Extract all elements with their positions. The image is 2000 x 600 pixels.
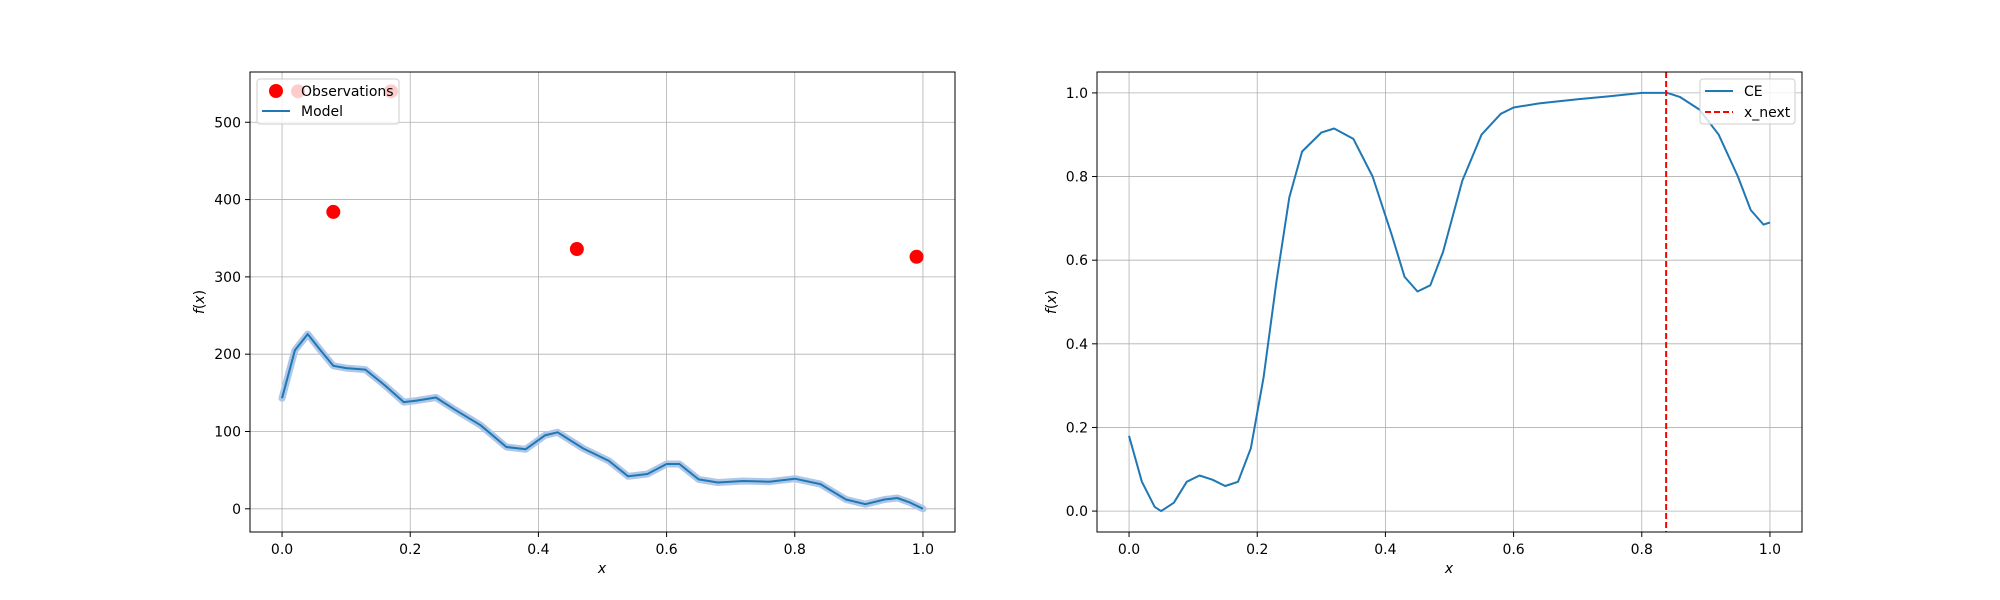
- y-tick-label: 0.6: [1066, 253, 1088, 269]
- observations-point: [569, 242, 584, 257]
- y-tick-label: 0.8: [1066, 170, 1088, 186]
- legend-label-x-next: x_next: [1744, 105, 1791, 121]
- plot-area: [250, 72, 955, 532]
- x-tick-label: 0.2: [399, 542, 421, 558]
- y-axis-label: f(x): [1044, 290, 1060, 314]
- y-axis-label: f(x): [192, 290, 208, 314]
- y-tick-label: 300: [214, 270, 241, 286]
- x-tick-label: 1.0: [912, 542, 934, 558]
- x-tick-label: 0.8: [784, 542, 806, 558]
- x-tick-label: 0.6: [655, 542, 677, 558]
- legend-label-observations: Observations: [301, 84, 394, 100]
- x-tick-label: 0.4: [1374, 542, 1396, 558]
- x-tick-label: 1.0: [1759, 542, 1781, 558]
- legend-box: [256, 78, 400, 125]
- legend-label-model: Model: [301, 104, 343, 120]
- y-tick-label: 100: [214, 424, 241, 440]
- legend-marker-observations: [269, 84, 283, 98]
- x-axis-label: x: [597, 561, 607, 577]
- ce-panel: 0.0 0.2 0.4 0.6 0.8 1.0 0.0 0.2 0.4 0.6 0.8 1.0 x f…: [1044, 71, 1803, 577]
- y-tick-label: 500: [214, 115, 241, 131]
- ce-line: [1128, 91, 1771, 513]
- observations-point: [326, 204, 341, 219]
- axes-frame: [249, 71, 956, 533]
- y-tick-label: 200: [214, 347, 241, 363]
- x-tick-label: 0.2: [1246, 542, 1268, 558]
- axes-frame: [1096, 71, 1803, 533]
- x-tick-label: 0.4: [527, 542, 549, 558]
- plot-marks: [1128, 72, 1771, 532]
- legend: CE x_next: [1699, 78, 1796, 125]
- model-line: [281, 333, 924, 510]
- x-tick-label: 0.0: [271, 542, 293, 558]
- axis-ticks: 0.0 0.2 0.4 0.6 0.8 1.0 0.0 0.2 0.4 0.6 0.8 1.0: [1066, 86, 1781, 558]
- plot-area: [1097, 72, 1802, 532]
- x-tick-label: 0.0: [1118, 542, 1140, 558]
- legend: Observations Model: [256, 78, 400, 125]
- y-tick-label: 1.0: [1066, 86, 1088, 102]
- observations-point: [909, 249, 924, 264]
- x-tick-label: 0.6: [1502, 542, 1524, 558]
- x-axis-label: x: [1444, 561, 1454, 577]
- legend-label-ce: CE: [1744, 84, 1763, 100]
- axis-ticks: 0.0 0.2 0.4 0.6 0.8 1.0 0 100 200 300 400 500: [214, 115, 934, 558]
- x-tick-label: 0.8: [1631, 542, 1653, 558]
- y-tick-label: 400: [214, 193, 241, 209]
- y-tick-label: 0.4: [1066, 337, 1088, 353]
- y-tick-label: 0.0: [1066, 504, 1088, 520]
- grid: [1097, 72, 1802, 532]
- y-tick-label: 0.2: [1066, 420, 1088, 436]
- y-tick-label: 0: [232, 502, 241, 518]
- model-panel: 0.0 0.2 0.4 0.6 0.8 1.0 0 100 200 300 400 500 x f(x…: [192, 71, 956, 577]
